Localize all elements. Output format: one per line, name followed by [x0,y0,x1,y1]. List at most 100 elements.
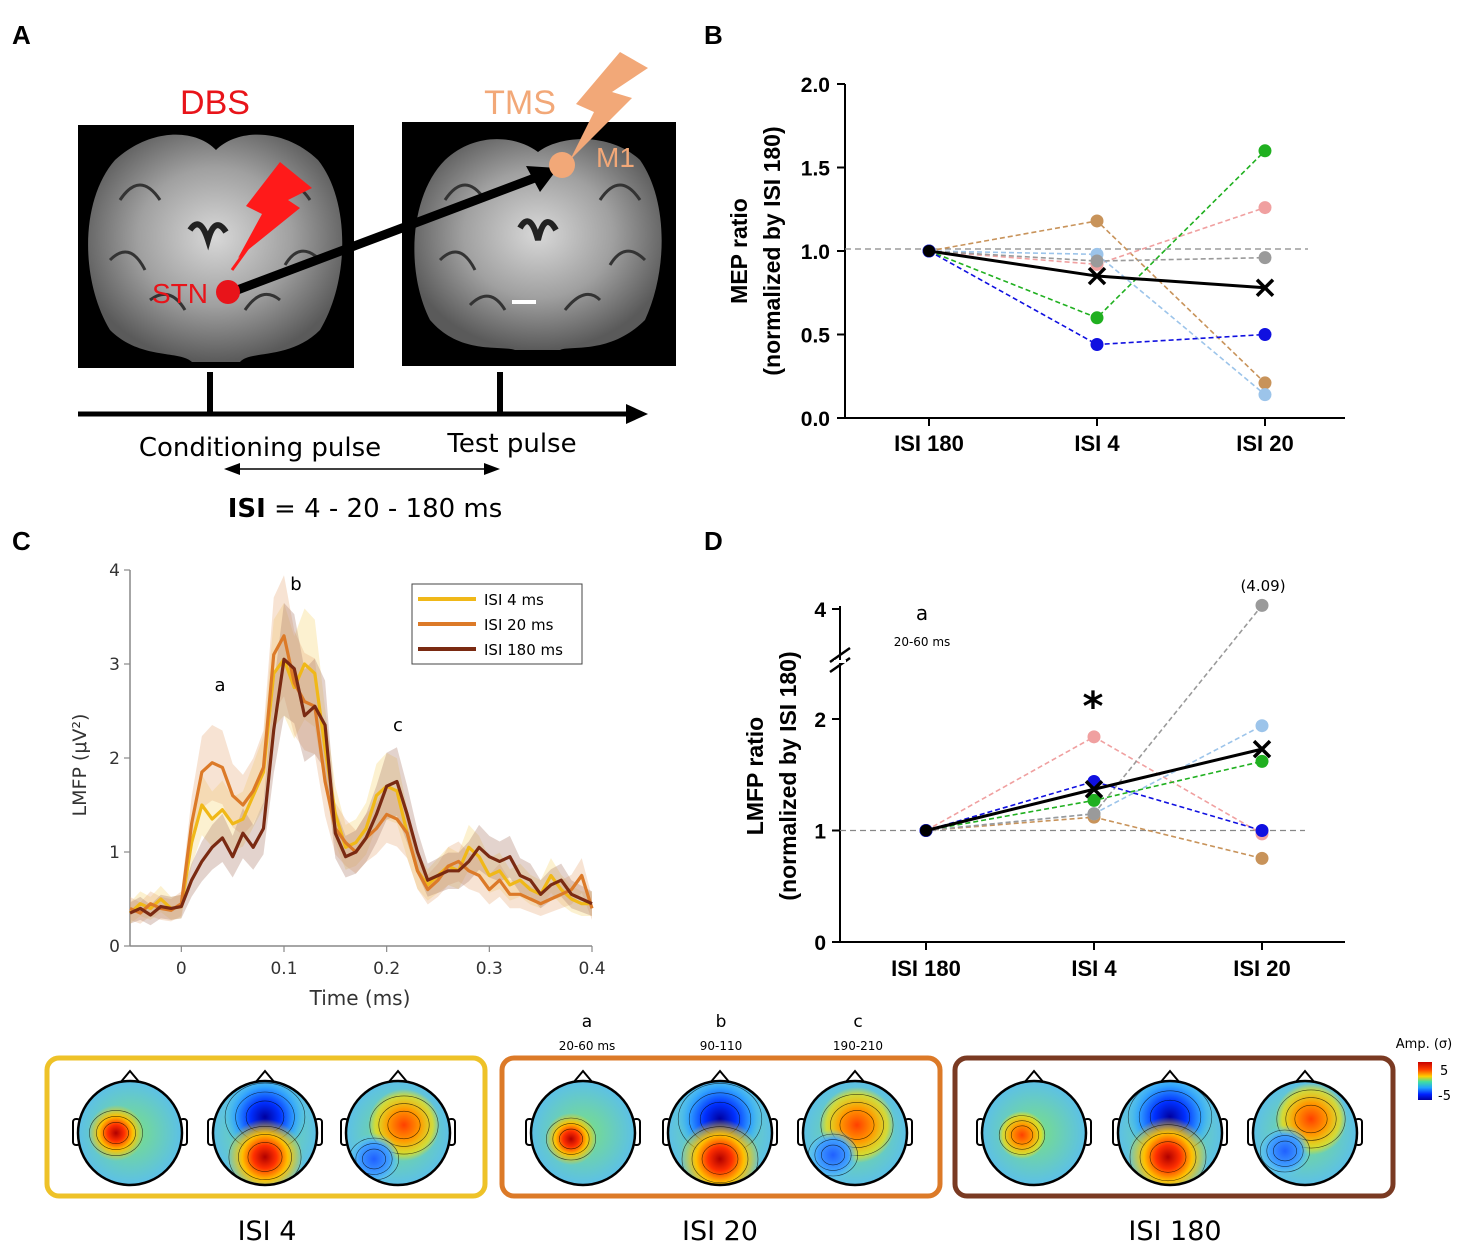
d-xtick-label: ISI 4 [1071,956,1117,981]
topo-blob [227,1119,303,1185]
topo-outline [980,1079,1088,1187]
c-ylabel: LMFP (μV²) [69,714,91,817]
topo-outline [801,1079,909,1187]
topo-head-map [72,1069,188,1187]
d-data-point [1255,719,1269,733]
topo-contour [820,1144,845,1166]
isi-values-label: ISI = 4 - 20 - 180 ms [228,494,503,524]
test-pulse-label: Test pulse [446,429,576,459]
d-ylabel2: (normalized by ISI 180) [775,651,801,900]
topo-header-c-sub: 190-210 [833,1039,883,1053]
panel-letter-a: A [12,20,31,50]
stn-label: STN [152,278,208,309]
m1-dot [549,152,575,178]
d-xtick-label: ISI 180 [891,956,961,981]
topo-contour [387,1110,421,1140]
topo-contour [545,1117,597,1161]
b-xtick-label: ISI 20 [1236,431,1293,456]
colorbar-min: -5 [1438,1089,1451,1104]
b-data-point [1258,251,1272,265]
topo-field [1118,1081,1222,1185]
dbs-lightning-icon [238,162,312,258]
topo-outline [529,1079,637,1187]
topo-box-isi4 [44,1055,488,1199]
topo-header-b-sub: 90-110 [700,1039,743,1053]
topo-head-map [797,1069,913,1187]
topo-field [531,1081,635,1185]
topo-contour [103,1121,129,1145]
b-data-point [1258,328,1272,341]
d-axis-break-1 [829,646,851,664]
topo-contour [839,1110,875,1140]
d-ytick-label: 4 [814,599,826,622]
topo-outline [76,1079,184,1187]
topo-contour [1294,1104,1328,1134]
b-ylabel: MEP ratio [726,198,752,304]
brain-mri-left [78,125,354,368]
topo-head-map [525,1069,641,1187]
b-data-point [1090,338,1104,352]
c-xtick-label: 0.2 [373,959,400,979]
d-mean-marker [1084,780,1104,799]
c-legend-isi180: ISI 180 ms [484,641,563,659]
topo-field [346,1081,450,1185]
panel-a: DBS TMS STN M1 [78,52,676,524]
colorbar-title: Amp. (σ) [1396,1037,1452,1052]
topo-head-map [1112,1069,1228,1187]
d-xtick-label: ISI 20 [1233,956,1290,981]
d-significance-star: * [1083,684,1104,730]
topo-contour [361,1148,386,1170]
d-mean-point [920,824,932,837]
c-legend-isi20: ISI 20 ms [484,616,554,634]
d-data-point [1255,824,1269,837]
c-xtick-label: 0.1 [270,959,297,979]
topo-blob [88,1105,144,1161]
b-ytick-label: 0.5 [801,325,831,348]
panel-d-lmfp-ratio-chart: LMFP ratio (normalized by ISI 180) a 20-… [742,577,1345,981]
b-series-line [928,220,1266,384]
c-ytick-label: 3 [109,655,120,675]
d-data-point [1255,851,1269,865]
topo-field [668,1081,772,1185]
topo-contour [1285,1097,1337,1141]
topo-group-isi180: ISI 180 [1128,1216,1221,1246]
m1-label: M1 [596,142,635,173]
c-xtick-label: 0.3 [476,959,503,979]
panel-b-mep-chart: MEP ratio (normalized by ISI 180) 0.0 0.5… [726,74,1345,456]
d-data-point [1255,754,1269,768]
d-data-point [1255,598,1269,612]
topo-contour [247,1142,283,1172]
topo-contour [378,1103,430,1147]
topo-field [78,1081,182,1185]
panel-letter-b: B [704,20,723,50]
topo-contour [1272,1140,1297,1162]
b-data-point [1258,144,1272,158]
topo-contour [1149,1141,1187,1173]
conditioning-pulse-label: Conditioning pulse [139,433,381,463]
topo-blob [807,1129,859,1181]
d-outlier-label: (4.09) [1240,577,1285,595]
c-peak-c: c [393,715,403,736]
topo-contour [1259,1129,1311,1173]
d-mean-marker [1252,739,1272,759]
topo-contour [691,1134,749,1184]
brain-mri-right [402,122,676,366]
tms-lightning-icon [570,52,648,160]
topo-outline [344,1079,452,1187]
topo-blob [1259,1125,1311,1177]
d-data-point [1087,730,1101,744]
c-ytick-label: 1 [109,843,120,863]
panel-letter-c: C [12,526,31,556]
b-data-point [1258,201,1272,215]
d-axis-break-2 [829,656,851,674]
c-xlabel: Time (ms) [309,986,411,1010]
topo-section: a 20-60 ms b 90-110 c 190-210 ISI 4 ISI … [44,1012,1452,1246]
topo-contour [369,1095,439,1155]
topo-contour [998,1115,1046,1155]
c-legend-isi4: ISI 4 ms [484,591,544,609]
colorbar-max: 5 [1440,1064,1448,1079]
c-peak-b: b [290,574,301,595]
c-xtick-label: 0.4 [578,959,605,979]
